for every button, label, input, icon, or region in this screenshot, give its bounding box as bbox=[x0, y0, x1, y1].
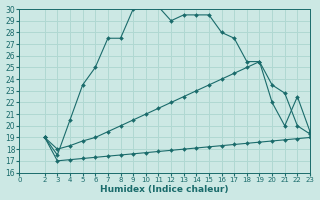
X-axis label: Humidex (Indice chaleur): Humidex (Indice chaleur) bbox=[100, 185, 229, 194]
